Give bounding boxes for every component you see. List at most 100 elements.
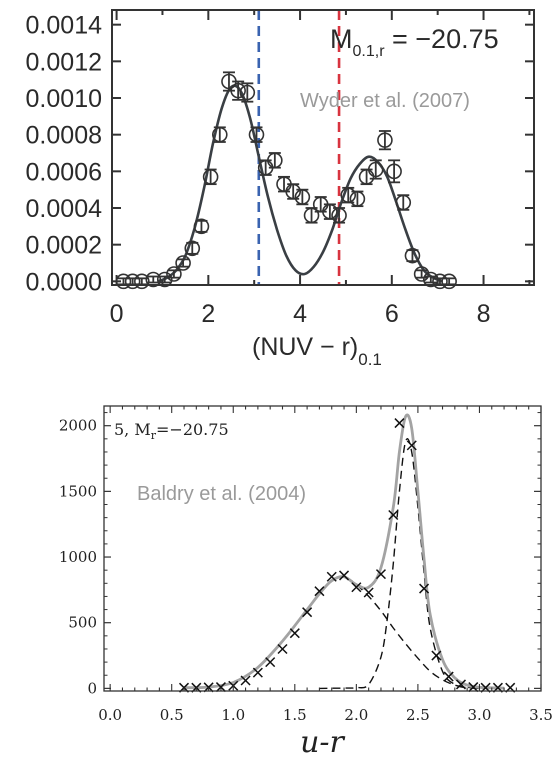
bottom-data-cross [289, 628, 300, 639]
top-point-marker [377, 132, 393, 148]
bottom-cross-stroke [277, 643, 288, 655]
top-point-marker [303, 207, 320, 224]
bottom-cross-stroke [314, 586, 325, 597]
top-y-tick-label: 0.0004 [26, 195, 103, 223]
bottom-annotation: 5, Mr=−20.75 [114, 420, 229, 442]
bottom-x-tick-label: 1.5 [283, 706, 307, 724]
bottom-cross-stroke [289, 628, 300, 639]
top-point-marker [145, 271, 162, 288]
top-y-tick-label: 0.0012 [26, 48, 102, 76]
top-data-point [230, 80, 246, 101]
top-point-marker [134, 273, 150, 290]
bottom-x-tick-label: 3.0 [468, 706, 492, 724]
top-point-marker [349, 191, 366, 207]
top-fit-curve [157, 84, 443, 283]
bottom-data-cross [314, 586, 325, 597]
top-point-marker [340, 187, 357, 203]
top-y-tick-label: 0.0014 [26, 12, 103, 40]
top-point-marker [322, 203, 338, 220]
top-point-marker [184, 240, 201, 257]
bottom-cross-stroke [394, 418, 405, 429]
top-reference-lines [257, 10, 341, 285]
top-data-point [331, 207, 347, 224]
top-annotation-rest: = −20.75 [385, 24, 499, 54]
bottom-x-tick-label: 1.0 [221, 706, 245, 724]
top-point-marker [432, 273, 448, 290]
top-x-tick-label: 4 [293, 300, 307, 328]
top-data-point [285, 183, 301, 200]
top-data-point [294, 188, 311, 206]
top-point-marker [239, 84, 256, 101]
bottom-cross-stroke [326, 571, 337, 582]
bottom-annotation-rest: =−20.75 [156, 420, 229, 439]
top-data-point [184, 240, 201, 257]
top-y-tick-labels: 0.0000 0.0002 0.0004 0.0006 0.0008 0.0010 0.00… [26, 12, 103, 297]
top-x-tick-label: 2 [201, 300, 215, 328]
bottom-data-cross [339, 570, 350, 581]
bottom-x-tick-label: 3.5 [529, 706, 553, 724]
bottom-cross-stroke [443, 671, 454, 682]
bottom-cross-stroke [406, 440, 417, 451]
bottom-axis-ticks [104, 406, 542, 691]
top-point-marker [175, 255, 191, 271]
top-point-marker [211, 126, 228, 143]
top-plot-frame [111, 9, 535, 286]
bottom-data-cross [240, 675, 251, 686]
top-point-marker [441, 273, 457, 290]
bottom-data-cross [443, 671, 454, 682]
bottom-x-tick-label: 0.5 [160, 706, 184, 724]
top-point-marker [166, 266, 182, 282]
bottom-plot-frame [103, 405, 542, 692]
bottom-x-tick-label: 2.5 [406, 706, 430, 724]
bottom-reference-label: Baldry et al. (2004) [137, 483, 306, 505]
bottom-data-cross [203, 682, 214, 693]
bottom-red-sequence-curve [319, 438, 480, 690]
top-axis-ticks [112, 10, 534, 285]
bottom-cross-stroke [351, 582, 362, 593]
top-point-marker [413, 266, 430, 282]
top-point-marker [202, 169, 219, 185]
top-point-marker [230, 82, 246, 99]
bottom-x-tick-label: 0.0 [98, 706, 122, 724]
top-x-tick-label: 0 [110, 300, 124, 328]
bottom-data-crosses [178, 418, 516, 693]
top-data-point [248, 126, 265, 143]
top-y-tick-label: 0.0006 [26, 158, 102, 186]
bottom-data-cross [394, 418, 405, 429]
top-y-tick-label: 0.0010 [26, 85, 102, 113]
top-x-tick-label: 6 [385, 300, 399, 328]
bottom-cross-stroke [339, 570, 350, 581]
bottom-total-curve [183, 413, 505, 690]
bottom-cross-stroke [431, 650, 442, 661]
bottom-chart: 0 500 1000 1500 2000 0.0 0.5 1.0 1.5 2.0 2.5 3.0 3.… [59, 405, 553, 758]
bottom-data-cross [388, 509, 399, 521]
bottom-cross-stroke [363, 587, 374, 598]
top-x-axis-label-main: (NUV − r) [252, 333, 358, 361]
bottom-data-cross [363, 587, 374, 598]
bottom-cross-stroke [455, 679, 467, 690]
top-x-axis-label-sub: 0.1 [358, 350, 382, 369]
top-point-marker [395, 194, 412, 211]
bottom-x-tick-label: 2.0 [344, 706, 368, 724]
top-point-marker [404, 247, 421, 264]
top-data-point [193, 218, 210, 235]
top-point-marker [294, 189, 311, 205]
bottom-x-tick-labels: 0.0 0.5 1.0 1.5 2.0 2.5 3.0 3.5 [98, 706, 553, 724]
top-data-point [413, 266, 430, 282]
bottom-cross-stroke [468, 682, 479, 693]
top-point-marker [386, 163, 402, 180]
top-data-point [267, 152, 283, 169]
top-y-tick-label: 0.0002 [26, 232, 102, 260]
top-data-point [145, 271, 162, 288]
top-point-marker [248, 126, 265, 143]
top-chart: 0.0000 0.0002 0.0004 0.0006 0.0008 0.0010 0.00… [26, 9, 535, 369]
bottom-data-cross [265, 657, 276, 668]
top-data-point [377, 130, 393, 151]
bottom-cross-stroke [265, 657, 276, 668]
top-annotation: M0.1,r = −20.75 [330, 24, 499, 60]
bottom-y-tick-label: 0 [87, 679, 97, 697]
top-x-axis-label: (NUV − r)0.1 [252, 333, 382, 369]
top-data-point [175, 255, 191, 271]
top-point-marker [331, 207, 347, 224]
bottom-cross-stroke [419, 583, 430, 594]
